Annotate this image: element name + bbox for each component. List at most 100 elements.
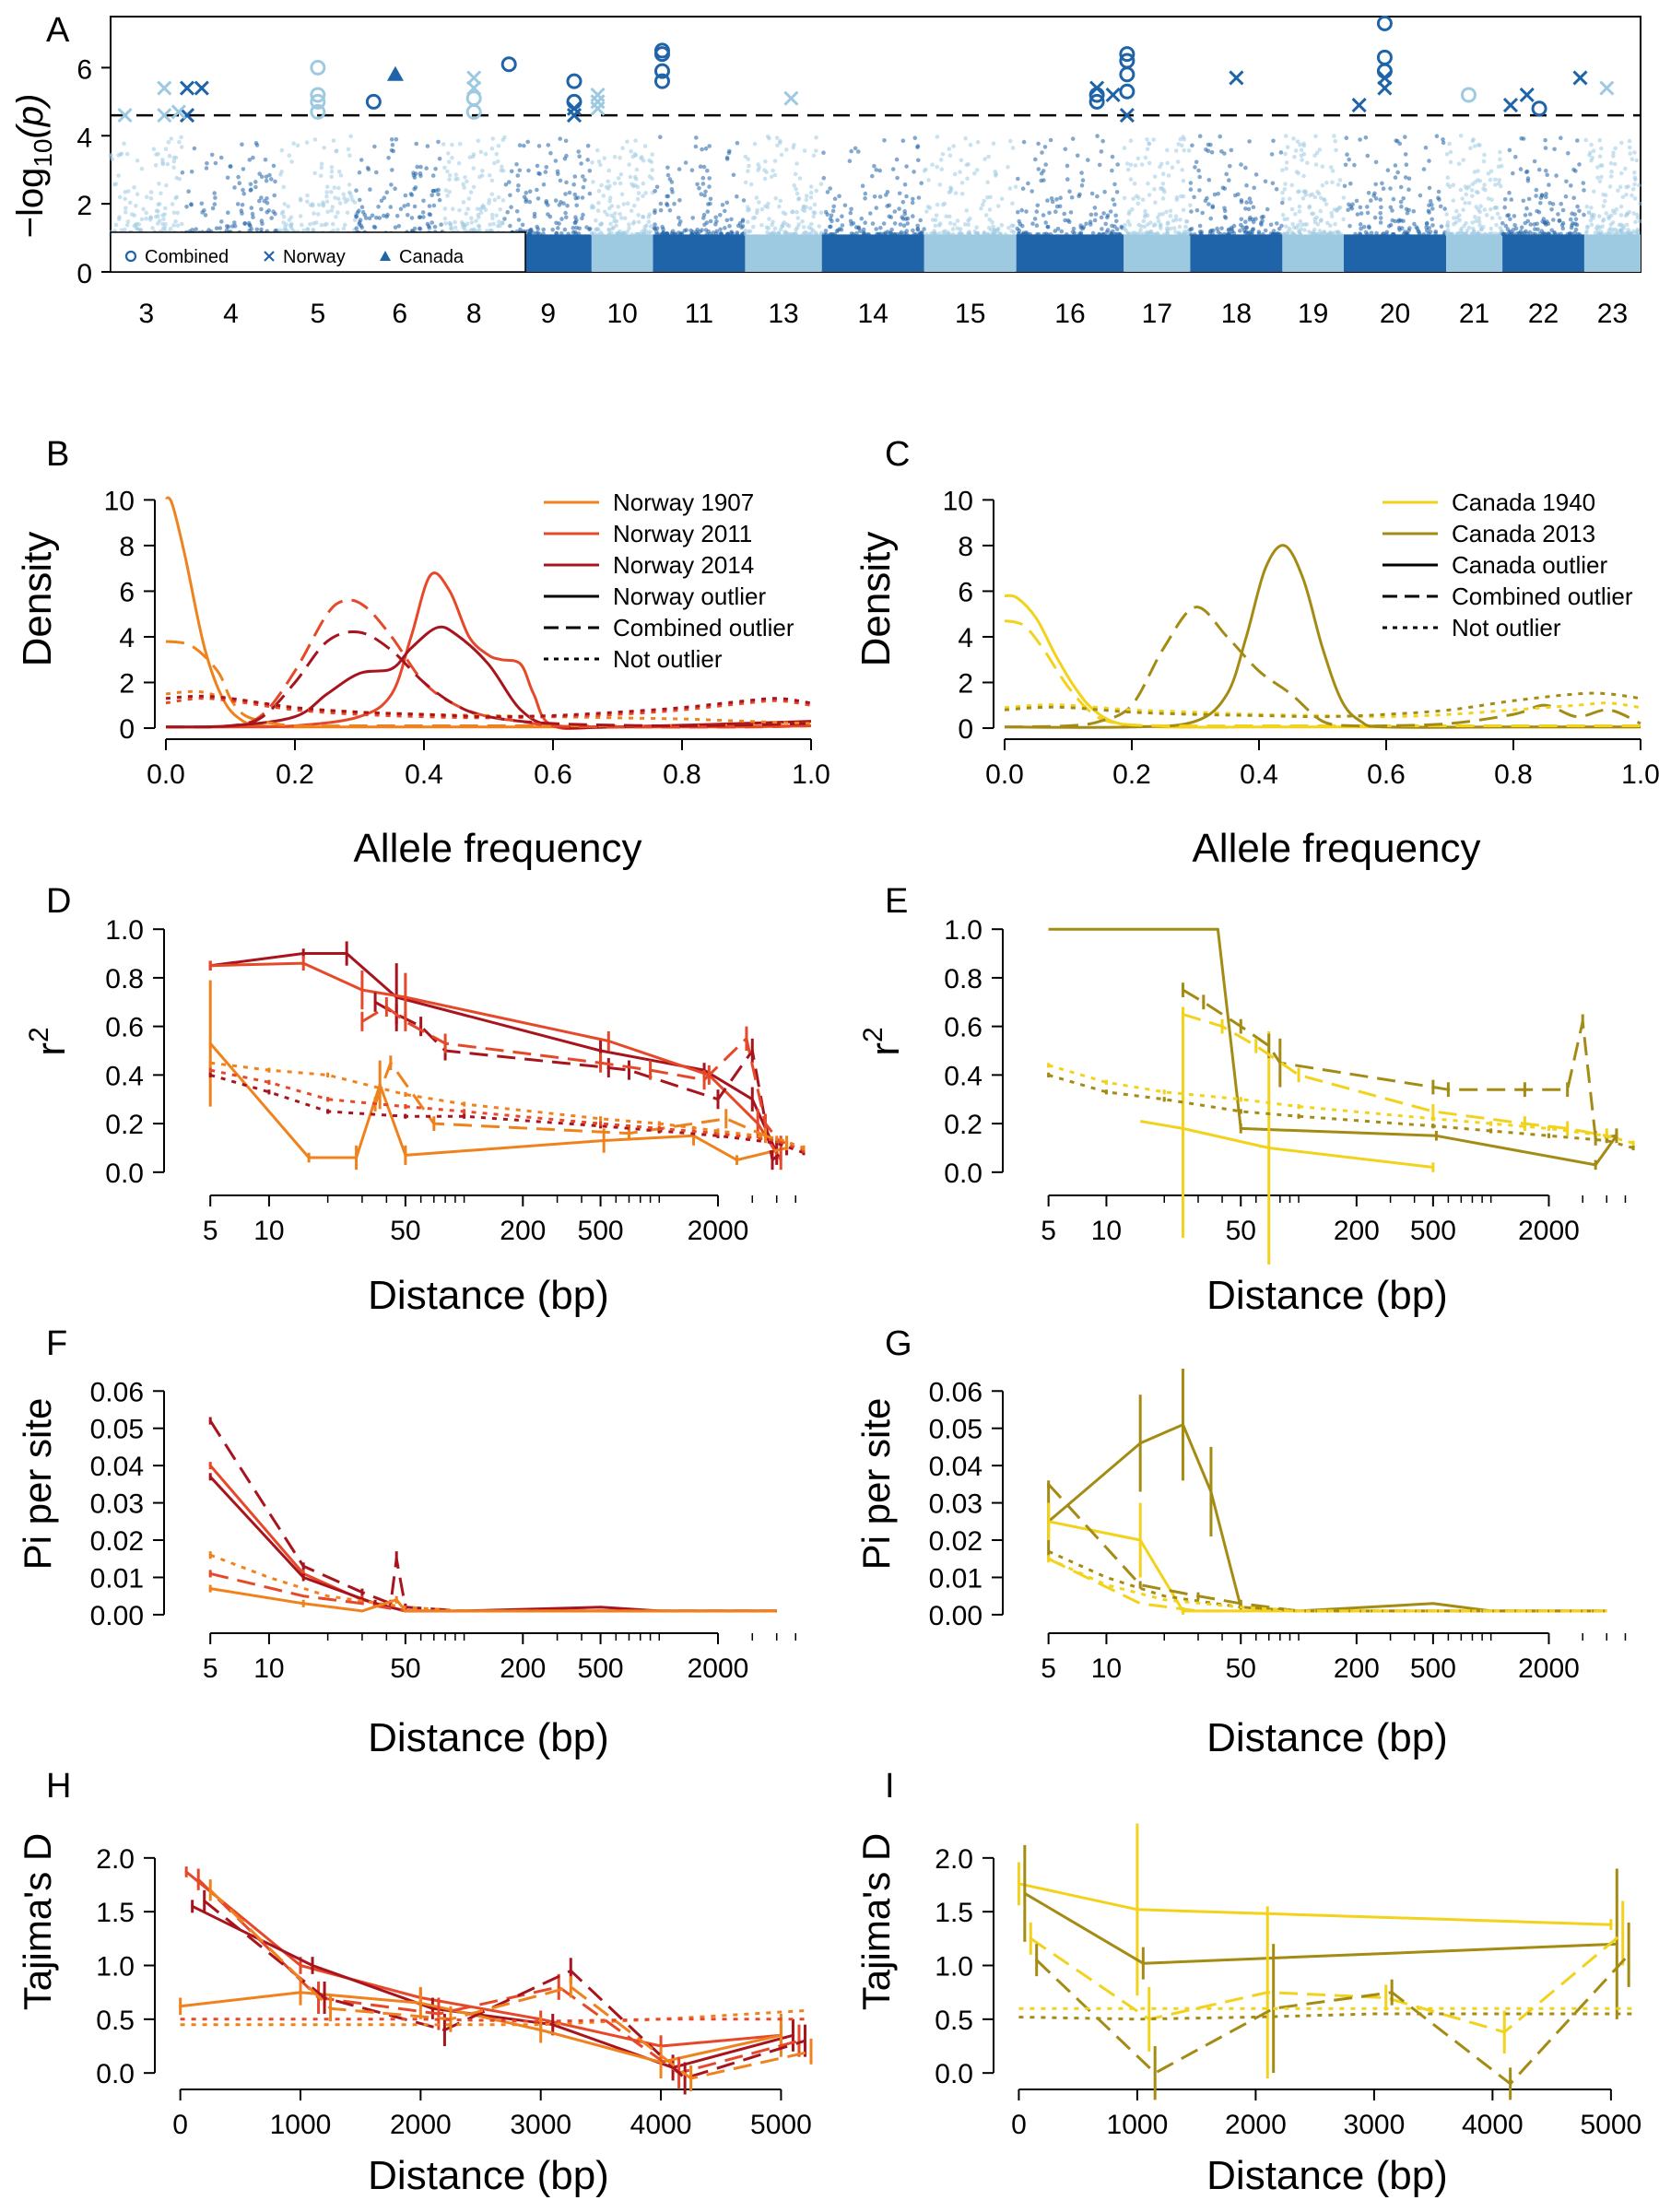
snp-point (958, 227, 963, 231)
snp-point (445, 194, 450, 198)
snp-point (996, 226, 1001, 231)
series-norway_1907-dashed (208, 1879, 813, 2091)
y-tick-label: 0.4 (105, 1061, 144, 1091)
x-tick-label: 10 (253, 1216, 284, 1246)
snp-point (247, 158, 253, 162)
snp-point (1473, 180, 1477, 184)
series-norway_2011-dashed (196, 1868, 801, 2089)
outlier-norway-marker (1351, 97, 1367, 113)
snp-point (895, 175, 900, 181)
snp-point (449, 227, 454, 231)
snp-point (1423, 145, 1429, 150)
snp-point (1140, 197, 1146, 202)
snp-point (1209, 150, 1215, 155)
snp-point (1363, 229, 1369, 235)
snp-point (122, 141, 126, 147)
snp-point (1543, 220, 1547, 226)
snp-point (723, 208, 727, 214)
snp-point (273, 179, 277, 184)
snp-point (1243, 206, 1248, 211)
snp-point (251, 215, 255, 219)
snp-point (1143, 155, 1148, 160)
snp-point (643, 191, 648, 195)
y-tick-label: 1.5 (96, 1898, 135, 1928)
snp-point (232, 185, 237, 190)
chromosome-label: 6 (392, 299, 407, 329)
marker-stroke (1105, 87, 1121, 103)
snp-point (1588, 150, 1593, 156)
snp-point (492, 197, 498, 203)
x-tick-label: 500 (1410, 1216, 1456, 1246)
snp-point (1204, 147, 1208, 152)
snp-point (559, 217, 564, 221)
series-line (209, 1888, 812, 2080)
snp-point (347, 153, 352, 159)
snp-point (418, 215, 423, 219)
snp-point (470, 228, 475, 233)
snp-point (1189, 226, 1194, 231)
data-point (1431, 1110, 1435, 1113)
marker-stroke (1377, 80, 1393, 96)
snp-point (1324, 202, 1329, 206)
snp-point (316, 203, 322, 207)
manhattan-ytick-label: 0 (76, 259, 92, 289)
snp-point (1324, 180, 1329, 185)
snp-point (1180, 143, 1184, 148)
snp-point (1151, 137, 1156, 142)
snp-point (735, 194, 739, 199)
snp-point (1486, 196, 1491, 201)
snp-point (1162, 232, 1167, 237)
snp-point (1089, 191, 1095, 196)
snp-point (926, 178, 931, 182)
snp-point (393, 225, 398, 229)
data-point (756, 1122, 759, 1125)
snp-point (817, 224, 821, 229)
snp-point (718, 213, 723, 218)
snp-point (1136, 195, 1141, 200)
snp-point (129, 212, 135, 217)
snp-point (1404, 232, 1409, 237)
snp-point (669, 230, 675, 236)
snp-point (1493, 231, 1498, 236)
data-point (404, 1092, 407, 1096)
snp-point (771, 168, 775, 173)
data-point (1502, 2030, 1506, 2034)
snp-point (1369, 198, 1373, 203)
snp-point (1525, 178, 1531, 183)
outlier-combined-marker (1376, 15, 1393, 31)
snp-point (1482, 182, 1487, 187)
snp-point (1454, 215, 1460, 220)
snp-point (463, 175, 467, 180)
snp-point (1312, 194, 1318, 200)
series-line (208, 1419, 777, 1613)
snp-point (469, 216, 474, 220)
data-point (299, 1964, 302, 1967)
snp-point (1635, 216, 1641, 220)
snp-point (1058, 195, 1063, 200)
snp-point (1166, 173, 1171, 178)
snp-point (918, 218, 923, 223)
snp-point (1353, 231, 1358, 237)
snp-point (1489, 216, 1495, 220)
snp-point (1079, 171, 1084, 175)
series-norway_1907-dotted (180, 2009, 806, 2027)
snp-point (1036, 231, 1041, 237)
snp-point (1165, 228, 1170, 232)
snp-point (699, 192, 704, 196)
snp-point (1631, 211, 1637, 216)
series-line (1182, 1013, 1607, 1137)
snp-point (837, 194, 841, 199)
snp-point (414, 141, 419, 147)
snp-point (1381, 231, 1386, 236)
data-point (716, 1098, 720, 1101)
snp-point (441, 142, 446, 147)
data-point (1489, 1129, 1493, 1133)
snp-point (1434, 134, 1440, 138)
snp-point (279, 211, 285, 216)
snp-point (580, 216, 584, 221)
snp-point (1313, 162, 1319, 167)
snp-point (1441, 137, 1445, 142)
snp-point (446, 151, 451, 156)
data-point (1384, 1996, 1388, 1999)
snp-point (564, 153, 569, 159)
